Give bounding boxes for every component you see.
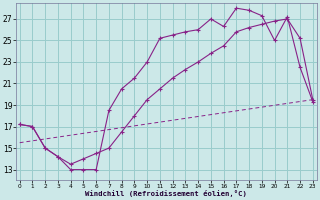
X-axis label: Windchill (Refroidissement éolien,°C): Windchill (Refroidissement éolien,°C) xyxy=(85,190,247,197)
